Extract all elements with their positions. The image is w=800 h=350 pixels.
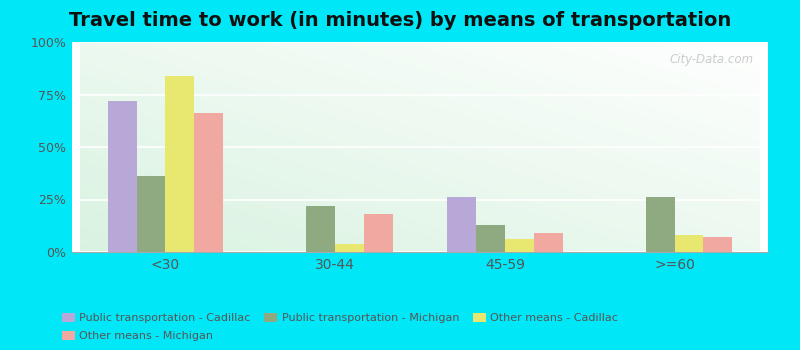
Bar <box>646 197 674 252</box>
Bar <box>306 206 335 252</box>
Bar <box>674 235 703 252</box>
Bar <box>447 197 476 252</box>
Bar <box>364 214 393 252</box>
Legend: Public transportation - Cadillac, Public transportation - Michigan, Other means : Public transportation - Cadillac, Public… <box>62 313 618 323</box>
Bar <box>534 233 562 252</box>
Text: Travel time to work (in minutes) by means of transportation: Travel time to work (in minutes) by mean… <box>69 10 731 29</box>
Text: City-Data.com: City-Data.com <box>670 52 754 65</box>
Bar <box>108 101 137 252</box>
Bar <box>703 237 732 252</box>
Legend: Other means - Michigan: Other means - Michigan <box>62 330 214 341</box>
Bar <box>194 113 223 252</box>
Bar <box>476 225 505 252</box>
Bar <box>137 176 166 252</box>
Bar <box>505 239 534 252</box>
Bar <box>335 244 364 252</box>
Bar <box>166 76 194 252</box>
